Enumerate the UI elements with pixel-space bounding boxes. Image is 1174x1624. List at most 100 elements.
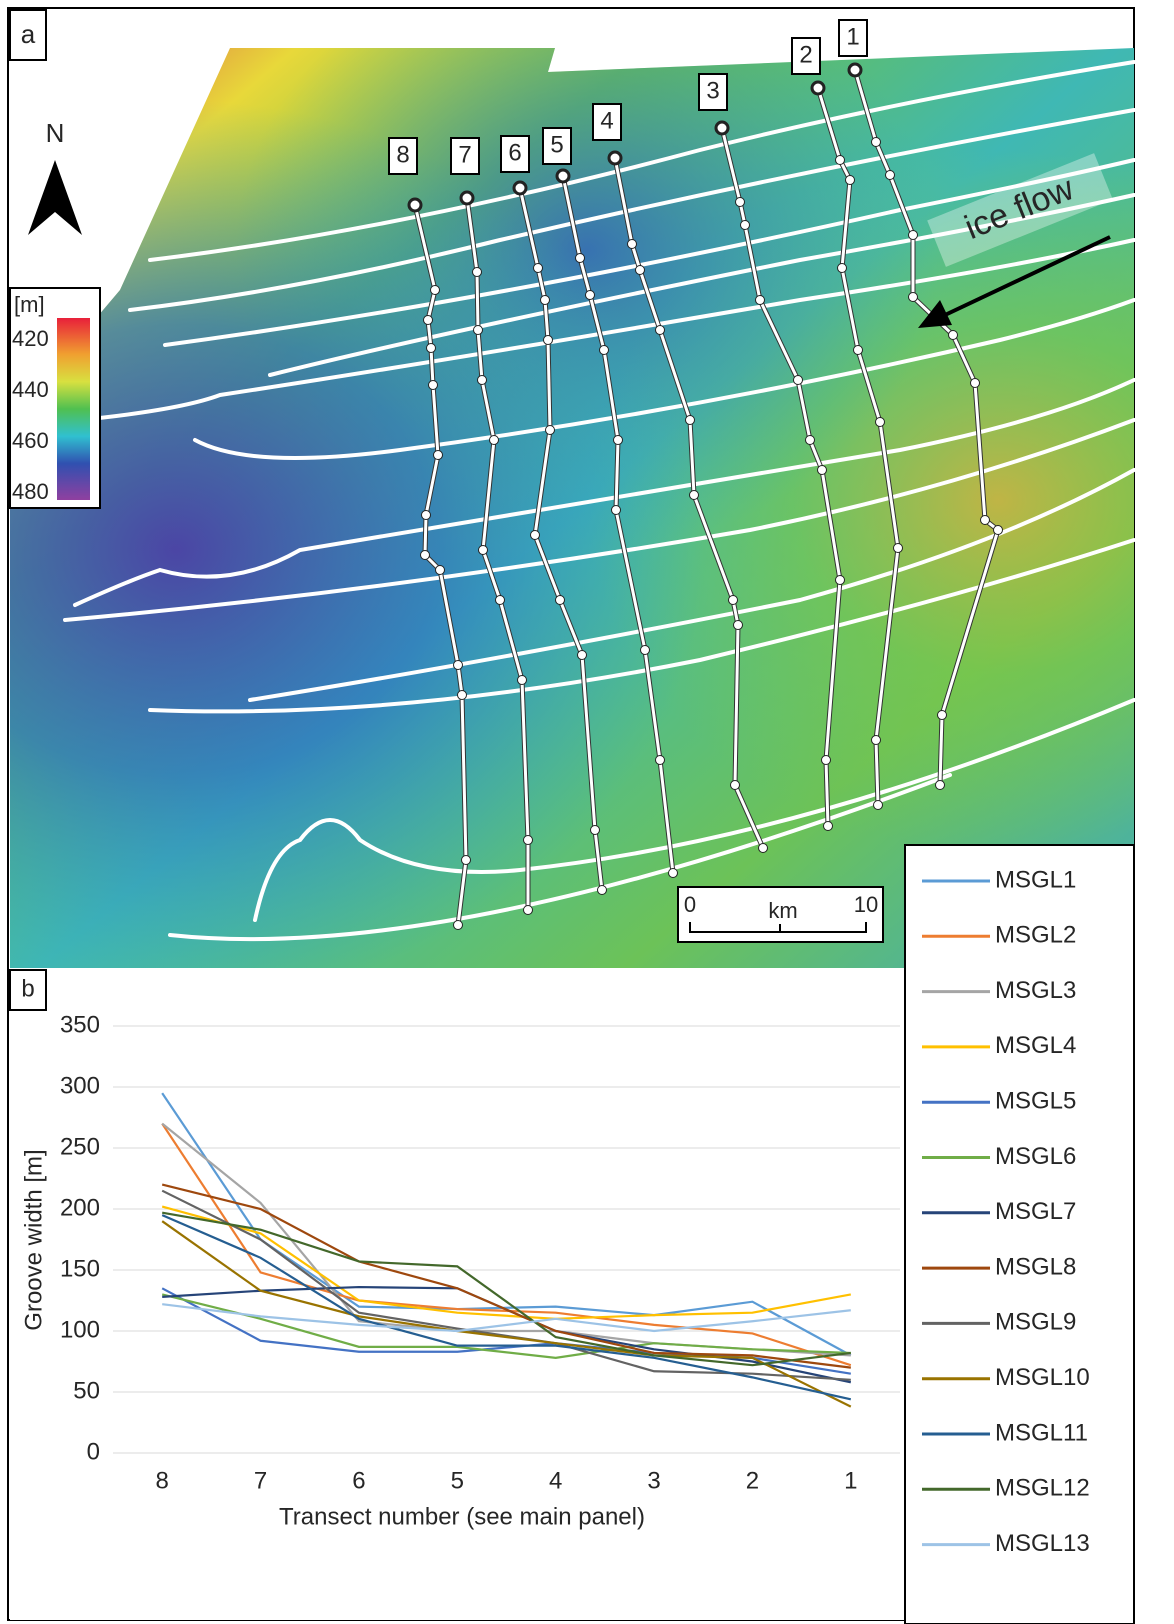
legend-label: MSGL8: [995, 1253, 1076, 1280]
transect-node: [586, 291, 595, 300]
transect-node: [541, 296, 550, 305]
colorbar-tick-label: 420: [12, 326, 49, 351]
transect-node: [422, 511, 431, 520]
transect-node: [421, 551, 430, 560]
transect-node: [424, 316, 433, 325]
transect-node: [454, 921, 463, 930]
transect-node: [994, 526, 1003, 535]
transect-node: [846, 176, 855, 185]
transect-label: 1: [846, 23, 859, 50]
transect-node: [478, 376, 487, 385]
transect-node: [656, 326, 665, 335]
legend-label: MSGL7: [995, 1198, 1076, 1225]
transect-node: [641, 646, 650, 655]
transect-node: [734, 621, 743, 630]
x-tick-label: 4: [549, 1467, 562, 1494]
transect-node: [546, 426, 555, 435]
transect-node: [556, 596, 565, 605]
transect-node: [756, 296, 765, 305]
transect-start: [557, 170, 569, 182]
legend-label: MSGL1: [995, 866, 1076, 893]
transect-node: [824, 822, 833, 831]
legend-label: MSGL4: [995, 1032, 1076, 1059]
x-tick-label: 1: [844, 1467, 857, 1494]
x-tick-label: 6: [352, 1467, 365, 1494]
transect-node: [656, 756, 665, 765]
transect-node: [598, 886, 607, 895]
y-tick-label: 50: [73, 1377, 100, 1404]
scale-bar: 0 km 10: [678, 887, 883, 942]
transect-node: [731, 781, 740, 790]
transect-node: [524, 836, 533, 845]
transect-label: 6: [508, 139, 521, 166]
transect-node: [496, 596, 505, 605]
y-tick-label: 150: [60, 1255, 100, 1282]
transect-node: [949, 331, 958, 340]
scale-unit: km: [768, 898, 797, 923]
legend-label: MSGL10: [995, 1364, 1090, 1391]
panel-b-label: b: [10, 970, 46, 1010]
legend-label: MSGL13: [995, 1530, 1090, 1557]
transect-node: [434, 451, 443, 460]
colorbar-tick-label: 440: [12, 377, 49, 402]
legend-label: MSGL6: [995, 1143, 1076, 1170]
legend-label: MSGL5: [995, 1088, 1076, 1115]
transect-node: [686, 416, 695, 425]
transect-node: [578, 651, 587, 660]
transect-node: [909, 293, 918, 302]
transect-node: [490, 436, 499, 445]
scale-end: 10: [854, 892, 878, 917]
transect-node: [474, 326, 483, 335]
transect-node: [836, 576, 845, 585]
transect-node: [971, 379, 980, 388]
transect-node: [794, 376, 803, 385]
transect-node: [454, 661, 463, 670]
figure: a N [m] 420440460480 1 2 3 4 5 6 7 8 ice…: [0, 0, 1174, 1624]
transect-label: 5: [550, 131, 563, 158]
transect-node: [741, 221, 750, 230]
transect-node: [427, 344, 436, 353]
x-tick-label: 3: [647, 1467, 660, 1494]
transect-label: 2: [799, 41, 812, 68]
panel-a-label: a: [10, 10, 46, 60]
transect-node: [806, 436, 815, 445]
legend-label: MSGL12: [995, 1475, 1090, 1502]
legend-box: [905, 845, 1134, 1624]
north-arrow: N: [28, 118, 82, 235]
transect-node: [936, 781, 945, 790]
transect-node: [473, 268, 482, 277]
transect-node: [822, 756, 831, 765]
scale-start: 0: [684, 892, 696, 917]
transect-start: [812, 82, 824, 94]
legend-label: MSGL11: [995, 1419, 1088, 1446]
transect-label: 3: [706, 77, 719, 104]
transect-node: [600, 346, 609, 355]
transect-node: [874, 801, 883, 810]
transect-node: [524, 906, 533, 915]
x-tick-label: 2: [746, 1467, 759, 1494]
transect-node: [669, 869, 678, 878]
transect-start: [461, 192, 473, 204]
transect-label: 4: [600, 107, 613, 134]
transect-node: [729, 596, 738, 605]
transect-node: [614, 436, 623, 445]
transect-node: [458, 691, 467, 700]
transect-node: [736, 198, 745, 207]
y-tick-label: 350: [60, 1011, 100, 1038]
transect-node: [886, 171, 895, 180]
transect-node: [876, 418, 885, 427]
transect-node: [534, 264, 543, 273]
panel-label: a: [21, 19, 36, 49]
transect-label: 8: [396, 141, 409, 168]
transect-node: [838, 264, 847, 273]
transect-node: [872, 736, 881, 745]
transect-node: [462, 856, 471, 865]
transect-node: [818, 466, 827, 475]
y-tick-label: 250: [60, 1133, 100, 1160]
transect-node: [531, 531, 540, 540]
transect-node: [636, 266, 645, 275]
transect-node: [591, 826, 600, 835]
transect-node: [981, 516, 990, 525]
transect-label: 7: [458, 141, 471, 168]
transect-node: [544, 336, 553, 345]
